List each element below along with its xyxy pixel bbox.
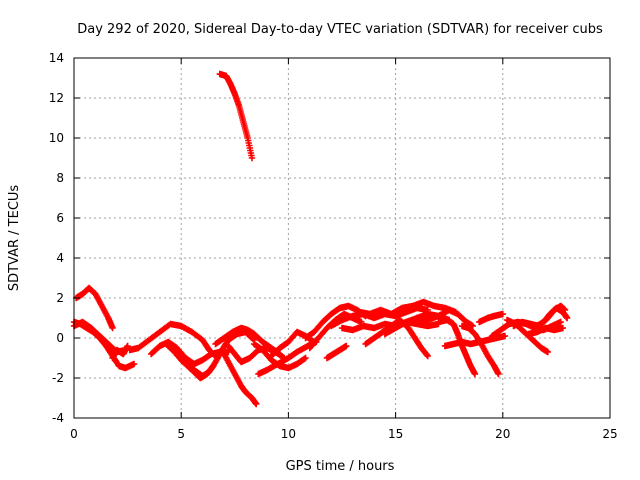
data-point — [499, 310, 506, 318]
y-tick-label: 10 — [49, 131, 64, 145]
data-point — [544, 348, 552, 356]
x-axis-title: GPS time / hours — [286, 459, 395, 474]
series-arc-27 — [458, 322, 502, 378]
series-arc-1 — [72, 284, 116, 332]
series-arc-10 — [216, 70, 256, 162]
y-tick-label: 12 — [49, 91, 64, 105]
data-point — [253, 400, 260, 408]
x-tick-label: 10 — [281, 427, 296, 441]
series-arc-8 — [182, 328, 258, 380]
y-tick-label: 14 — [49, 51, 64, 65]
x-tick-label: 15 — [388, 427, 403, 441]
data-point — [423, 351, 431, 359]
data-point — [563, 314, 571, 322]
y-tick-label: 2 — [56, 291, 64, 305]
series-arc-18 — [323, 342, 350, 362]
y-tick-label: 6 — [56, 211, 64, 225]
data-point — [109, 324, 116, 332]
data-point — [495, 370, 502, 378]
series-arc-30 — [503, 316, 552, 356]
y-tick-label: 8 — [56, 171, 64, 185]
series-arc-5 — [126, 320, 221, 362]
series-arc-11 — [218, 346, 260, 408]
y-tick-label: -2 — [52, 371, 64, 385]
series-arc-6 — [147, 338, 232, 368]
series-arc-33 — [525, 324, 567, 338]
data-point — [249, 335, 257, 343]
grid-layer — [74, 58, 610, 418]
series-arc-16 — [302, 302, 369, 342]
series-arc-21 — [355, 298, 459, 318]
data-point — [501, 332, 509, 340]
series-arc-20 — [338, 318, 442, 334]
data-point — [248, 154, 256, 162]
data-point — [124, 342, 131, 350]
data-point — [343, 342, 350, 350]
series-arc-25 — [435, 316, 479, 378]
x-tick-label: 0 — [70, 427, 78, 441]
series-arc-24 — [413, 306, 476, 330]
y-tick-label: -4 — [52, 411, 64, 425]
y-tick-label: 4 — [56, 251, 64, 265]
data-point — [469, 322, 476, 330]
x-tick-label: 25 — [602, 427, 617, 441]
data-point — [130, 360, 138, 368]
x-tick-label: 20 — [495, 427, 510, 441]
data-point — [559, 324, 567, 332]
data-point — [302, 354, 309, 362]
plot-frame — [73, 57, 611, 419]
data-point — [424, 352, 431, 360]
plot-marks — [70, 70, 571, 408]
chart-title: Day 292 of 2020, Sidereal Day-to-day VTE… — [77, 22, 603, 37]
series-arc-4 — [109, 342, 131, 362]
series-arc-32 — [533, 304, 571, 330]
y-axis-title: SDTVAR / TECUs — [7, 185, 22, 292]
series-arc-17 — [306, 310, 365, 352]
x-tick-label: 5 — [177, 427, 185, 441]
series-arc-14 — [255, 338, 320, 378]
y-tick-label: 0 — [56, 331, 64, 345]
data-point — [471, 370, 479, 378]
ticks-layer: 0 5 10 15 20 25 -4 -2 0 2 4 6 8 10 12 14 — [49, 51, 618, 441]
series-arc-28 — [476, 310, 506, 326]
data-point — [557, 318, 564, 326]
